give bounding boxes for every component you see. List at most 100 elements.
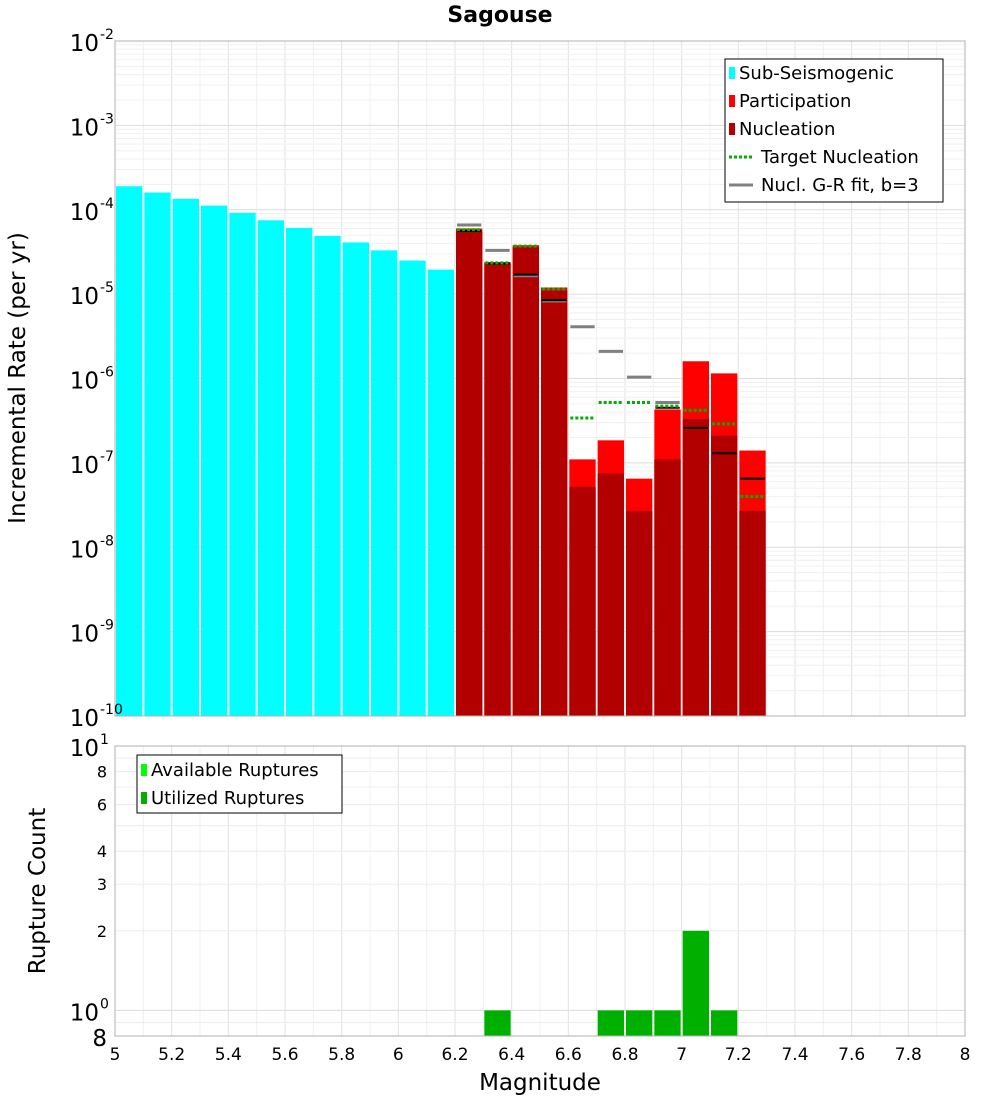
y-tick-label: 6 (97, 796, 107, 815)
chart-title: Sagouse (447, 3, 552, 28)
x-tick-label: 5.8 (328, 1045, 355, 1065)
rate-plot-frame (114, 40, 966, 717)
bar-sub-seismogenic (229, 212, 256, 716)
bar-utilized-ruptures (484, 1010, 511, 1036)
y-tick-label: 10 (70, 284, 99, 310)
y-tick-exponent: -5 (100, 280, 114, 296)
x-tick-label: 8 (960, 1045, 971, 1065)
legend-swatch (141, 764, 147, 776)
bar-sub-seismogenic (201, 205, 228, 716)
bar-nucleation (484, 263, 511, 716)
y-tick-exponent: -2 (100, 27, 114, 43)
bar-sub-seismogenic (257, 220, 284, 717)
x-tick-label: 6 (393, 1045, 404, 1065)
bar-nucleation (512, 247, 539, 716)
bar-sub-seismogenic (399, 260, 426, 716)
count-plot-x-ticks: 5 5.2 5.4 5.6 5.8 6 6.2 6.4 6.6 6.8 7 7.2 7.4 7.6 7.8 8 (110, 1045, 971, 1065)
legend-label: Nucleation (739, 119, 835, 140)
bar-utilized-ruptures (597, 1010, 624, 1036)
y-tick-exponent: -10 (100, 702, 123, 718)
y-tick-exponent: -6 (100, 365, 114, 381)
legend-item-target: Target Nucleation (729, 147, 919, 168)
y-tick-label: 10 (70, 115, 99, 141)
x-tick-label: 7 (676, 1045, 687, 1065)
legend-item-sub: Sub-Seismogenic (729, 63, 894, 84)
rate-y-axis-label: Incremental Rate (per yr) (5, 232, 31, 524)
y-tick-exponent: 1 (100, 732, 109, 748)
x-tick-label: 6.6 (555, 1045, 582, 1065)
legend-swatch (141, 792, 147, 804)
legend-swatch (729, 95, 735, 107)
bar-sub-seismogenic (371, 250, 398, 717)
legend-label: Available Ruptures (151, 760, 319, 781)
legend-item-part: Participation (729, 91, 851, 112)
y-tick-exponent: -9 (100, 618, 114, 634)
bar-sub-seismogenic (116, 186, 143, 716)
x-axis-label: Magnitude (479, 1070, 601, 1096)
x-tick-label: 6.2 (441, 1045, 468, 1065)
bar-utilized-ruptures (626, 1010, 653, 1036)
bar-nucleation (682, 419, 709, 716)
y-tick-label: 10 (70, 453, 99, 479)
bar-nucleation (739, 510, 766, 716)
legend-item-nucl: Nucleation (729, 119, 835, 140)
legend-swatch (729, 123, 735, 135)
y-tick-label: 10 (70, 537, 99, 563)
count-plot-bars (484, 930, 738, 1036)
bar-sub-seismogenic (172, 198, 199, 717)
bar-sub-seismogenic (314, 235, 341, 716)
y-tick-label: 10 (70, 369, 99, 395)
count-y-axis-label: Rupture Count (25, 808, 51, 974)
y-tick-label: 10 (70, 736, 99, 762)
bar-utilized-ruptures (654, 1010, 681, 1036)
bar-sub-seismogenic (427, 269, 454, 716)
legend-label: Sub-Seismogenic (739, 63, 894, 84)
rate-legend: Sub-Seismogenic Participation Nucleation Ta… (724, 58, 944, 203)
y-tick-label: 3 (97, 875, 107, 894)
x-tick-label: 7.8 (895, 1045, 922, 1065)
y-tick-exponent: -3 (100, 111, 114, 127)
y-tick-exponent: -4 (100, 196, 114, 212)
rate-legend-box (724, 58, 944, 203)
rate-plot-markers (457, 223, 765, 498)
legend-label: Participation (739, 91, 851, 112)
y-tick-label: 10 (70, 31, 99, 57)
bar-nucleation (626, 510, 653, 716)
bar-sub-seismogenic (286, 227, 313, 716)
y-tick-label: 8 (97, 763, 107, 782)
y-tick-exponent: 0 (100, 996, 109, 1012)
x-tick-label: 5.4 (215, 1045, 242, 1065)
bar-nucleation (654, 459, 681, 716)
bar-nucleation (597, 473, 624, 716)
x-tick-label: 6.8 (611, 1045, 638, 1065)
legend-label: Target Nucleation (760, 147, 919, 168)
y-tick-exponent: -7 (100, 449, 114, 465)
y-tick-label: 8 (92, 1026, 107, 1052)
x-tick-label: 7.4 (781, 1045, 808, 1065)
bar-nucleation (711, 435, 738, 716)
rate-plot-bars (116, 186, 766, 717)
y-tick-label: 10 (70, 200, 99, 226)
y-tick-label: 4 (97, 842, 107, 861)
y-tick-label: 10 (70, 706, 99, 732)
bar-nucleation (569, 486, 596, 716)
count-legend: Available Ruptures Utilized Ruptures (136, 754, 343, 814)
legend-label: Utilized Ruptures (151, 788, 304, 809)
bar-utilized-ruptures (682, 930, 709, 1036)
y-tick-label: 10 (70, 622, 99, 648)
count-legend-box (136, 754, 343, 814)
bar-nucleation (456, 231, 483, 716)
bar-utilized-ruptures (711, 1010, 738, 1036)
legend-item-avail: Available Ruptures (141, 760, 319, 781)
y-tick-exponent: -8 (100, 533, 114, 549)
y-tick-label: 2 (97, 922, 107, 941)
x-tick-label: 7.2 (725, 1045, 752, 1065)
x-tick-label: 5 (110, 1045, 121, 1065)
y-tick-label: 10 (70, 1000, 99, 1026)
bar-sub-seismogenic (342, 242, 369, 716)
x-tick-label: 5.6 (271, 1045, 298, 1065)
bar-sub-seismogenic (144, 192, 171, 717)
x-tick-label: 5.2 (158, 1045, 185, 1065)
